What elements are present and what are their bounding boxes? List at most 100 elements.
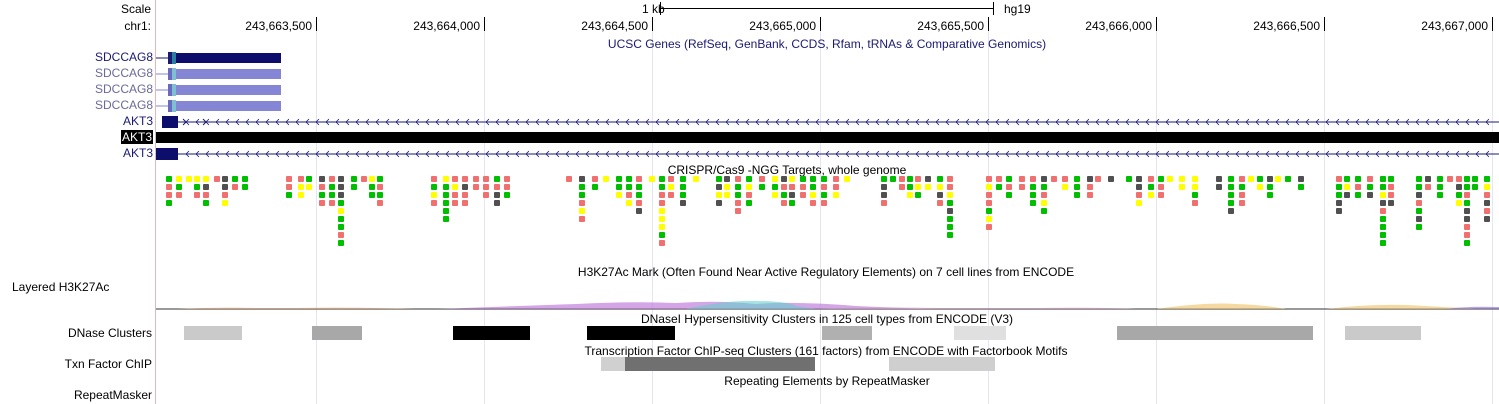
crispr-target[interactable] (1239, 200, 1245, 206)
crispr-target[interactable] (724, 192, 730, 198)
crispr-target[interactable] (844, 176, 850, 182)
crispr-target[interactable] (1298, 176, 1304, 182)
crispr-target[interactable] (659, 216, 665, 222)
crispr-target[interactable] (616, 192, 622, 198)
crispr-target[interactable] (1298, 184, 1304, 190)
crispr-target[interactable] (443, 192, 449, 198)
crispr-target[interactable] (907, 184, 913, 190)
crispr-target[interactable] (338, 176, 344, 182)
crispr-target[interactable] (1425, 184, 1431, 190)
crispr-target[interactable] (1136, 200, 1142, 206)
crispr-target[interactable] (1437, 176, 1443, 182)
crispr-target[interactable] (351, 184, 357, 190)
crispr-target[interactable] (1416, 200, 1422, 206)
crispr-target[interactable] (592, 184, 598, 190)
crispr-target[interactable] (899, 184, 905, 190)
crispr-target[interactable] (1380, 208, 1386, 214)
track-title-crispr[interactable]: CRISPR/Cas9 -NGG Targets, whole genome (667, 163, 907, 177)
crispr-target[interactable] (746, 200, 752, 206)
gene-sdccag8-3[interactable] (156, 84, 281, 96)
crispr-target[interactable] (626, 192, 632, 198)
crispr-target[interactable] (1148, 192, 1154, 198)
crispr-target[interactable] (1228, 176, 1234, 182)
dnase-cluster[interactable] (587, 326, 675, 340)
crispr-target[interactable] (1388, 184, 1394, 190)
crispr-target[interactable] (735, 192, 741, 198)
crispr-target[interactable] (735, 176, 741, 182)
crispr-target[interactable] (452, 184, 458, 190)
crispr-target[interactable] (986, 184, 992, 190)
crispr-target[interactable] (443, 216, 449, 222)
dnase-cluster[interactable] (184, 326, 242, 340)
crispr-target[interactable] (494, 184, 500, 190)
crispr-target[interactable] (306, 184, 312, 190)
track-label-repeatmasker[interactable]: RepeatMasker (73, 388, 152, 402)
crispr-target[interactable] (659, 208, 665, 214)
crispr-target[interactable] (176, 192, 182, 198)
crispr-target[interactable] (636, 184, 642, 190)
gene-akt3-2[interactable] (156, 132, 1499, 143)
track-title-txn[interactable]: Transcription Factor ChIP-seq Clusters (… (584, 344, 1068, 358)
crispr-target[interactable] (649, 176, 655, 182)
crispr-target[interactable] (915, 176, 921, 182)
crispr-target[interactable] (759, 176, 765, 182)
crispr-target[interactable] (1087, 184, 1093, 190)
crispr-target[interactable] (338, 192, 344, 198)
crispr-target[interactable] (1336, 176, 1342, 182)
crispr-target[interactable] (462, 184, 468, 190)
crispr-target[interactable] (1380, 216, 1386, 222)
crispr-target[interactable] (473, 184, 479, 190)
crispr-target[interactable] (1456, 176, 1462, 182)
crispr-target[interactable] (361, 176, 367, 182)
crispr-target[interactable] (298, 184, 304, 190)
crispr-target[interactable] (222, 176, 228, 182)
crispr-target[interactable] (338, 216, 344, 222)
crispr-target[interactable] (716, 200, 722, 206)
crispr-target[interactable] (986, 192, 992, 198)
crispr-target[interactable] (579, 176, 585, 182)
crispr-target[interactable] (369, 176, 375, 182)
crispr-target[interactable] (377, 200, 383, 206)
crispr-target[interactable] (821, 184, 827, 190)
crispr-target[interactable] (1464, 216, 1470, 222)
crispr-target[interactable] (1437, 184, 1443, 190)
crispr-target[interactable] (1416, 208, 1422, 214)
crispr-target[interactable] (810, 200, 816, 206)
crispr-target[interactable] (338, 224, 344, 230)
crispr-target[interactable] (1380, 176, 1386, 182)
dnase-cluster[interactable] (822, 326, 872, 340)
crispr-target[interactable] (338, 200, 344, 206)
crispr-target[interactable] (1228, 200, 1234, 206)
crispr-target[interactable] (1041, 192, 1047, 198)
crispr-target[interactable] (1239, 192, 1245, 198)
crispr-target[interactable] (1216, 176, 1222, 182)
crispr-target[interactable] (1087, 176, 1093, 182)
crispr-target[interactable] (746, 176, 752, 182)
crispr-target[interactable] (1380, 224, 1386, 230)
crispr-target[interactable] (1336, 208, 1342, 214)
crispr-target[interactable] (1464, 176, 1470, 182)
crispr-target[interactable] (1437, 192, 1443, 198)
dnase-cluster[interactable] (1117, 326, 1313, 340)
crispr-target[interactable] (1484, 208, 1490, 214)
crispr-target[interactable] (319, 192, 325, 198)
crispr-target[interactable] (232, 184, 238, 190)
crispr-target[interactable] (947, 216, 953, 222)
crispr-target[interactable] (810, 184, 816, 190)
crispr-target[interactable] (329, 200, 335, 206)
gene-label-akt3-3[interactable]: AKT3 (122, 146, 153, 160)
crispr-target[interactable] (1388, 200, 1394, 206)
crispr-target[interactable] (462, 192, 468, 198)
crispr-target[interactable] (626, 176, 632, 182)
crispr-target[interactable] (1041, 184, 1047, 190)
crispr-target[interactable] (1388, 176, 1394, 182)
crispr-target[interactable] (203, 184, 209, 190)
crispr-target[interactable] (937, 176, 943, 182)
crispr-target[interactable] (659, 232, 665, 238)
crispr-target[interactable] (222, 192, 228, 198)
crispr-target[interactable] (781, 200, 787, 206)
crispr-target[interactable] (986, 224, 992, 230)
gene-label-sdccag8-3[interactable]: SDCCAG8 (94, 82, 153, 96)
crispr-target[interactable] (772, 184, 778, 190)
crispr-target[interactable] (176, 184, 182, 190)
